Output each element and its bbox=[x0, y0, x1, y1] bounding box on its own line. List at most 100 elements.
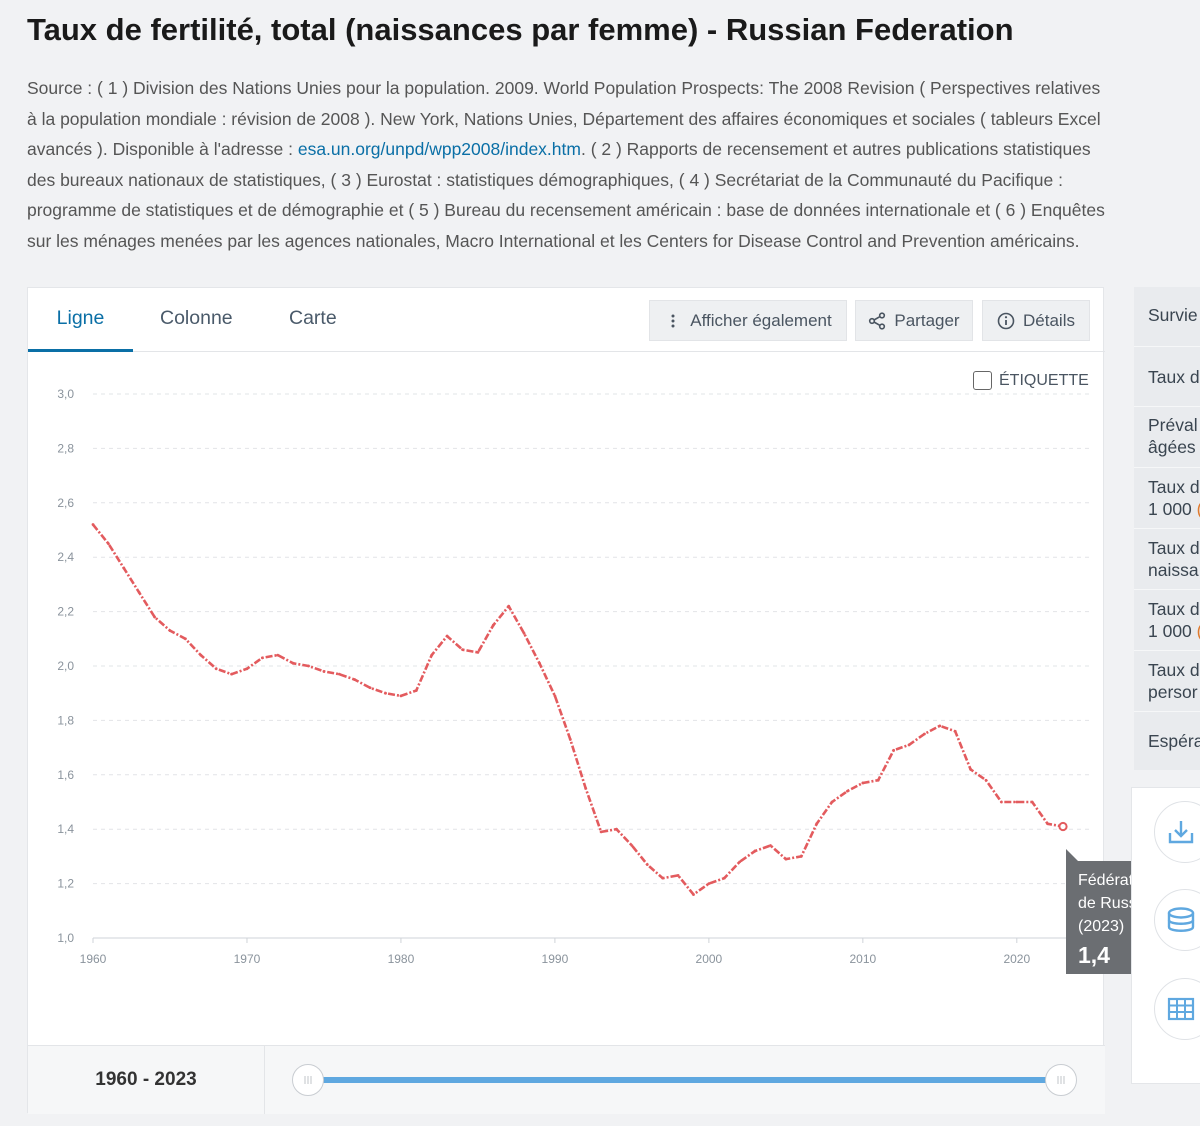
related-indicator-label: Taux d bbox=[1148, 477, 1200, 497]
data-point[interactable] bbox=[892, 748, 896, 752]
data-point[interactable] bbox=[568, 738, 572, 741]
data-point[interactable] bbox=[384, 691, 387, 695]
data-point[interactable] bbox=[953, 729, 957, 733]
data-point[interactable] bbox=[137, 591, 141, 594]
data-point[interactable] bbox=[522, 631, 526, 635]
details-label: Détails bbox=[1023, 310, 1075, 330]
data-point[interactable] bbox=[615, 827, 618, 831]
range-start-handle[interactable] bbox=[292, 1064, 324, 1096]
label-toggle[interactable]: ÉTIQUETTE bbox=[973, 371, 1089, 390]
data-point[interactable] bbox=[183, 637, 187, 641]
data-point[interactable] bbox=[276, 653, 280, 657]
data-point[interactable] bbox=[645, 863, 649, 866]
chart-grid bbox=[93, 393, 1090, 939]
data-point[interactable] bbox=[168, 629, 172, 633]
related-indicator-item[interactable]: Taux d persor bbox=[1134, 651, 1200, 712]
related-indicator-item[interactable]: Taux d naissa bbox=[1134, 529, 1200, 590]
data-point[interactable] bbox=[707, 882, 711, 885]
data-point[interactable] bbox=[923, 732, 926, 736]
data-point[interactable] bbox=[738, 860, 742, 864]
data-point[interactable] bbox=[799, 855, 803, 858]
range-end-handle[interactable] bbox=[1045, 1064, 1077, 1096]
related-indicator-label-2: 1 000 bbox=[1148, 621, 1192, 641]
data-point[interactable] bbox=[676, 874, 680, 877]
database-button[interactable] bbox=[1154, 889, 1200, 951]
data-point[interactable] bbox=[199, 653, 203, 657]
data-point[interactable] bbox=[122, 566, 126, 570]
data-point[interactable] bbox=[1000, 800, 1003, 804]
data-point[interactable] bbox=[476, 651, 480, 654]
data-point[interactable] bbox=[337, 672, 341, 676]
range-slider-track[interactable] bbox=[308, 1077, 1061, 1083]
y-axis: 1,0 1,2 1,4 1,6 1,8 2,0 2,2 2,4 2,6 2,8 3,0 bbox=[57, 387, 74, 945]
data-point[interactable] bbox=[307, 664, 310, 668]
related-indicator-item[interactable]: Taux d 1 000 ( bbox=[1134, 590, 1200, 651]
show-also-button[interactable]: Afficher également bbox=[649, 300, 847, 341]
data-point[interactable] bbox=[584, 787, 588, 790]
series-line[interactable] bbox=[91, 523, 1064, 896]
data-point[interactable] bbox=[692, 893, 695, 896]
data-point[interactable] bbox=[861, 781, 865, 785]
data-point[interactable] bbox=[368, 686, 372, 690]
data-point[interactable] bbox=[153, 615, 156, 619]
data-point[interactable] bbox=[106, 542, 110, 545]
download-button[interactable] bbox=[1154, 801, 1200, 863]
share-button[interactable]: Partager bbox=[855, 300, 973, 341]
related-indicator-item[interactable]: Taux d 1 000 ( bbox=[1134, 468, 1200, 529]
data-point[interactable] bbox=[553, 694, 557, 698]
data-point[interactable] bbox=[969, 767, 973, 771]
related-indicator-item[interactable]: Taux d bbox=[1134, 347, 1200, 407]
x-tick-label: 2020 bbox=[1003, 952, 1030, 966]
related-indicator-item[interactable]: Préval âgées bbox=[1134, 407, 1200, 468]
data-point[interactable] bbox=[630, 844, 634, 847]
data-point[interactable] bbox=[815, 822, 819, 826]
details-button[interactable]: Détails bbox=[982, 300, 1090, 341]
related-indicator-item[interactable]: Espéra bbox=[1134, 712, 1200, 770]
data-point[interactable] bbox=[322, 670, 326, 673]
data-point[interactable] bbox=[753, 849, 757, 853]
grip-icon bbox=[1057, 1076, 1065, 1084]
data-point[interactable] bbox=[491, 623, 495, 627]
data-point[interactable] bbox=[461, 648, 464, 652]
source-link[interactable]: esa.un.org/unpd/wpp2008/index.htm bbox=[297, 139, 581, 159]
related-indicator-label-2: âgées bbox=[1148, 437, 1196, 457]
data-point[interactable] bbox=[91, 523, 95, 526]
data-point[interactable] bbox=[230, 672, 233, 676]
highlighted-data-point[interactable] bbox=[1058, 821, 1068, 832]
table-button[interactable] bbox=[1154, 978, 1200, 1040]
data-point[interactable] bbox=[414, 689, 418, 692]
data-point[interactable] bbox=[1046, 822, 1050, 826]
data-point[interactable] bbox=[445, 634, 449, 638]
data-point[interactable] bbox=[538, 661, 541, 665]
data-point[interactable] bbox=[399, 694, 403, 698]
label-checkbox[interactable] bbox=[973, 371, 992, 390]
data-point[interactable] bbox=[353, 678, 357, 681]
data-point[interactable] bbox=[1015, 800, 1019, 804]
tab-column[interactable]: Colonne bbox=[160, 307, 233, 329]
data-point[interactable] bbox=[214, 667, 218, 671]
data-point[interactable] bbox=[769, 844, 772, 847]
data-point[interactable] bbox=[430, 653, 434, 657]
data-point[interactable] bbox=[876, 778, 880, 782]
related-indicator-label-2: 1 000 bbox=[1148, 499, 1192, 519]
data-point[interactable] bbox=[260, 656, 264, 660]
data-point[interactable] bbox=[661, 876, 665, 880]
data-point[interactable] bbox=[1030, 800, 1034, 804]
data-point[interactable] bbox=[907, 743, 911, 747]
data-point[interactable] bbox=[599, 830, 603, 834]
data-point[interactable] bbox=[984, 778, 988, 782]
data-point[interactable] bbox=[830, 800, 834, 804]
related-indicator-item[interactable]: Survie bbox=[1134, 287, 1200, 347]
range-label: 1960 - 2023 bbox=[28, 1046, 265, 1114]
data-point[interactable] bbox=[291, 661, 295, 665]
tab-line[interactable]: Ligne bbox=[28, 288, 133, 352]
data-point[interactable] bbox=[507, 604, 511, 608]
tab-map[interactable]: Carte bbox=[289, 307, 337, 329]
y-tick-label: 2,2 bbox=[57, 605, 74, 619]
data-point[interactable] bbox=[846, 789, 849, 793]
data-point[interactable] bbox=[938, 724, 942, 728]
data-point[interactable] bbox=[722, 876, 726, 880]
related-indicator-label: Espéra bbox=[1148, 731, 1200, 751]
data-point[interactable] bbox=[784, 857, 788, 861]
data-point[interactable] bbox=[245, 667, 249, 671]
